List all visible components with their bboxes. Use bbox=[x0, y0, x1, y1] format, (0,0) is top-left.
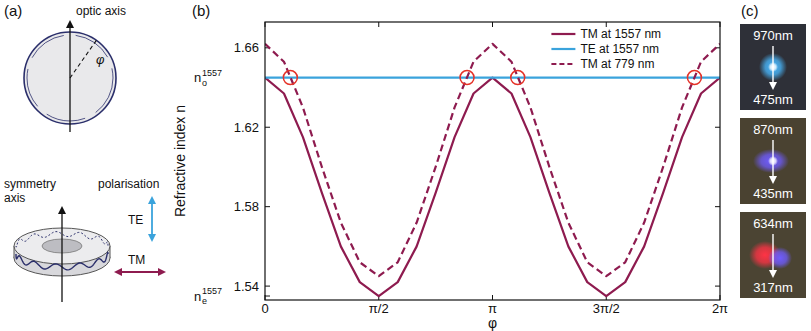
glow bbox=[753, 149, 789, 173]
conversion-arrow bbox=[772, 46, 773, 88]
legend-label: TM at 779 nm bbox=[580, 57, 654, 71]
photo-background bbox=[740, 24, 806, 110]
legend: TM at 1557 nmTE at 1557 nmTM at 779 nm bbox=[551, 27, 661, 71]
y-marker-sub: o bbox=[202, 78, 207, 88]
angle-line bbox=[70, 40, 96, 78]
y-tick bbox=[265, 206, 270, 207]
pump-wavelength: 634nm bbox=[753, 216, 793, 231]
glow bbox=[768, 247, 792, 269]
panel-label: (b) bbox=[192, 2, 210, 19]
x-tick-label: π bbox=[488, 301, 497, 316]
signal-wavelength: 317nm bbox=[753, 280, 793, 295]
panel-label: (c) bbox=[741, 2, 759, 19]
pump-wavelength: 970nm bbox=[753, 28, 793, 43]
series-line bbox=[265, 78, 720, 296]
tm-arrow bbox=[116, 271, 164, 273]
optic-axis-label: optic axis bbox=[76, 4, 126, 18]
angle-label: φ bbox=[96, 52, 105, 67]
legend-label: TM at 1557 nm bbox=[580, 27, 661, 41]
photo: 970nm 475nm bbox=[740, 24, 806, 110]
x-tick-label: π/2 bbox=[369, 301, 389, 316]
x-tick-label: 0 bbox=[261, 301, 268, 316]
crossing-marker bbox=[511, 71, 525, 85]
figure: (b)1.541.581.621.66n1557on1557e0π/2π3π/2… bbox=[0, 0, 811, 331]
series-line bbox=[265, 76, 720, 78]
legend-swatch bbox=[551, 48, 575, 50]
y-axis-title: Refractive index n bbox=[172, 105, 188, 217]
signal-wavelength: 435nm bbox=[753, 186, 793, 201]
y-marker-sub: e bbox=[202, 296, 207, 306]
y-marker-sup: 1557 bbox=[202, 286, 222, 296]
y-tick-label: 1.62 bbox=[234, 120, 259, 135]
panel-label: (a) bbox=[4, 2, 22, 19]
x-tick-label: 3π/2 bbox=[593, 301, 620, 316]
crossing-marker bbox=[460, 71, 474, 85]
y-tick bbox=[715, 286, 720, 287]
legend-swatch bbox=[551, 33, 575, 35]
y-tick bbox=[265, 127, 270, 128]
y-tick bbox=[715, 206, 720, 207]
y-tick bbox=[715, 127, 720, 128]
conversion-arrow bbox=[772, 234, 773, 276]
plot-marks bbox=[265, 44, 720, 296]
te-label: TE bbox=[128, 213, 143, 227]
plot-frame bbox=[265, 22, 720, 300]
symmetry-axis-label: symmetry bbox=[4, 177, 56, 191]
pump-wavelength: 870nm bbox=[753, 122, 793, 137]
photo: 634nm 317nm bbox=[740, 212, 806, 298]
x-tick bbox=[492, 22, 493, 27]
x-tick bbox=[492, 295, 493, 300]
legend-swatch bbox=[551, 63, 575, 65]
series-line bbox=[265, 44, 720, 276]
y-tick-label: 1.54 bbox=[234, 279, 259, 294]
x-tick-label: 2π bbox=[712, 301, 728, 316]
tm-label: TM bbox=[128, 253, 145, 267]
y-tick-label: 1.66 bbox=[234, 40, 259, 55]
photo-background bbox=[740, 118, 806, 204]
crossing-marker bbox=[283, 71, 297, 85]
y-marker-sup: 1557 bbox=[202, 68, 222, 78]
symmetry-axis-label: axis bbox=[4, 191, 25, 205]
y-tick bbox=[265, 286, 270, 287]
x-axis-title: φ bbox=[488, 315, 497, 331]
te-arrow bbox=[151, 198, 153, 240]
photo: 870nm 435nm bbox=[740, 118, 806, 204]
legend-label: TE at 1557 nm bbox=[580, 42, 659, 56]
y-marker-tick bbox=[265, 296, 270, 297]
photo-background bbox=[740, 212, 806, 298]
y-marker-base: n bbox=[194, 70, 201, 85]
crossing-marker bbox=[687, 71, 701, 85]
signal-wavelength: 475nm bbox=[753, 92, 793, 107]
x-tick bbox=[378, 22, 379, 27]
conversion-arrow bbox=[772, 140, 773, 182]
symmetry-axis-arrow bbox=[61, 208, 62, 302]
polarisation-label: polarisation bbox=[98, 177, 159, 191]
y-marker-base: n bbox=[194, 289, 201, 304]
y-tick-label: 1.58 bbox=[234, 199, 259, 214]
